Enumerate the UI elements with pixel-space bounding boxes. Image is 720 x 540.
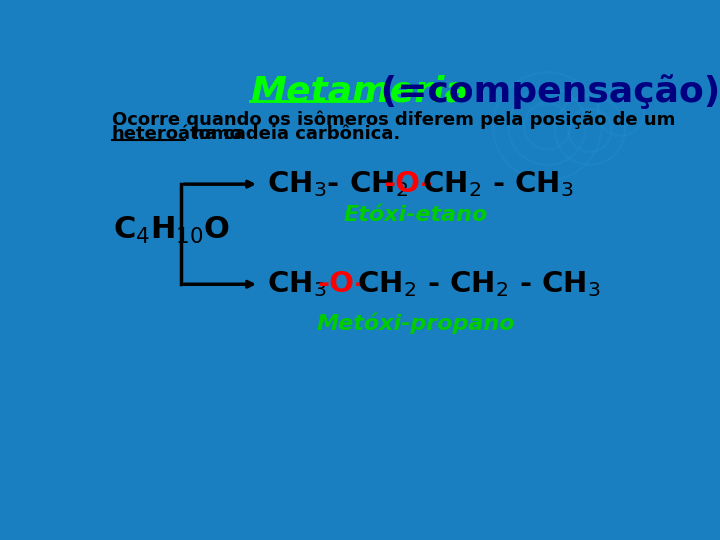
Text: CH$_2$ - CH$_3$: CH$_2$ - CH$_3$ — [413, 169, 574, 199]
Text: C$_4$H$_{10}$O: C$_4$H$_{10}$O — [113, 215, 230, 246]
Text: Ocorre quando os isômeros diferem pela posição de um: Ocorre quando os isômeros diferem pela p… — [112, 111, 675, 130]
Text: -O-: -O- — [383, 170, 433, 198]
Text: CH$_3$: CH$_3$ — [266, 269, 328, 299]
Text: CH$_3$- CH$_2$: CH$_3$- CH$_2$ — [266, 169, 410, 199]
Text: Etóxi-etano: Etóxi-etano — [343, 205, 487, 225]
Text: CH$_2$ - CH$_2$ - CH$_3$: CH$_2$ - CH$_2$ - CH$_3$ — [346, 269, 600, 299]
Text: heteroátomo: heteroátomo — [112, 125, 243, 143]
Text: -O-: -O- — [317, 270, 366, 298]
Text: na cadeia carbônica.: na cadeia carbônica. — [186, 125, 400, 143]
Text: Metameria: Metameria — [251, 75, 469, 109]
Text: (=compensação): (=compensação) — [368, 75, 720, 109]
Text: Metóxi-propano: Metóxi-propano — [316, 312, 515, 334]
